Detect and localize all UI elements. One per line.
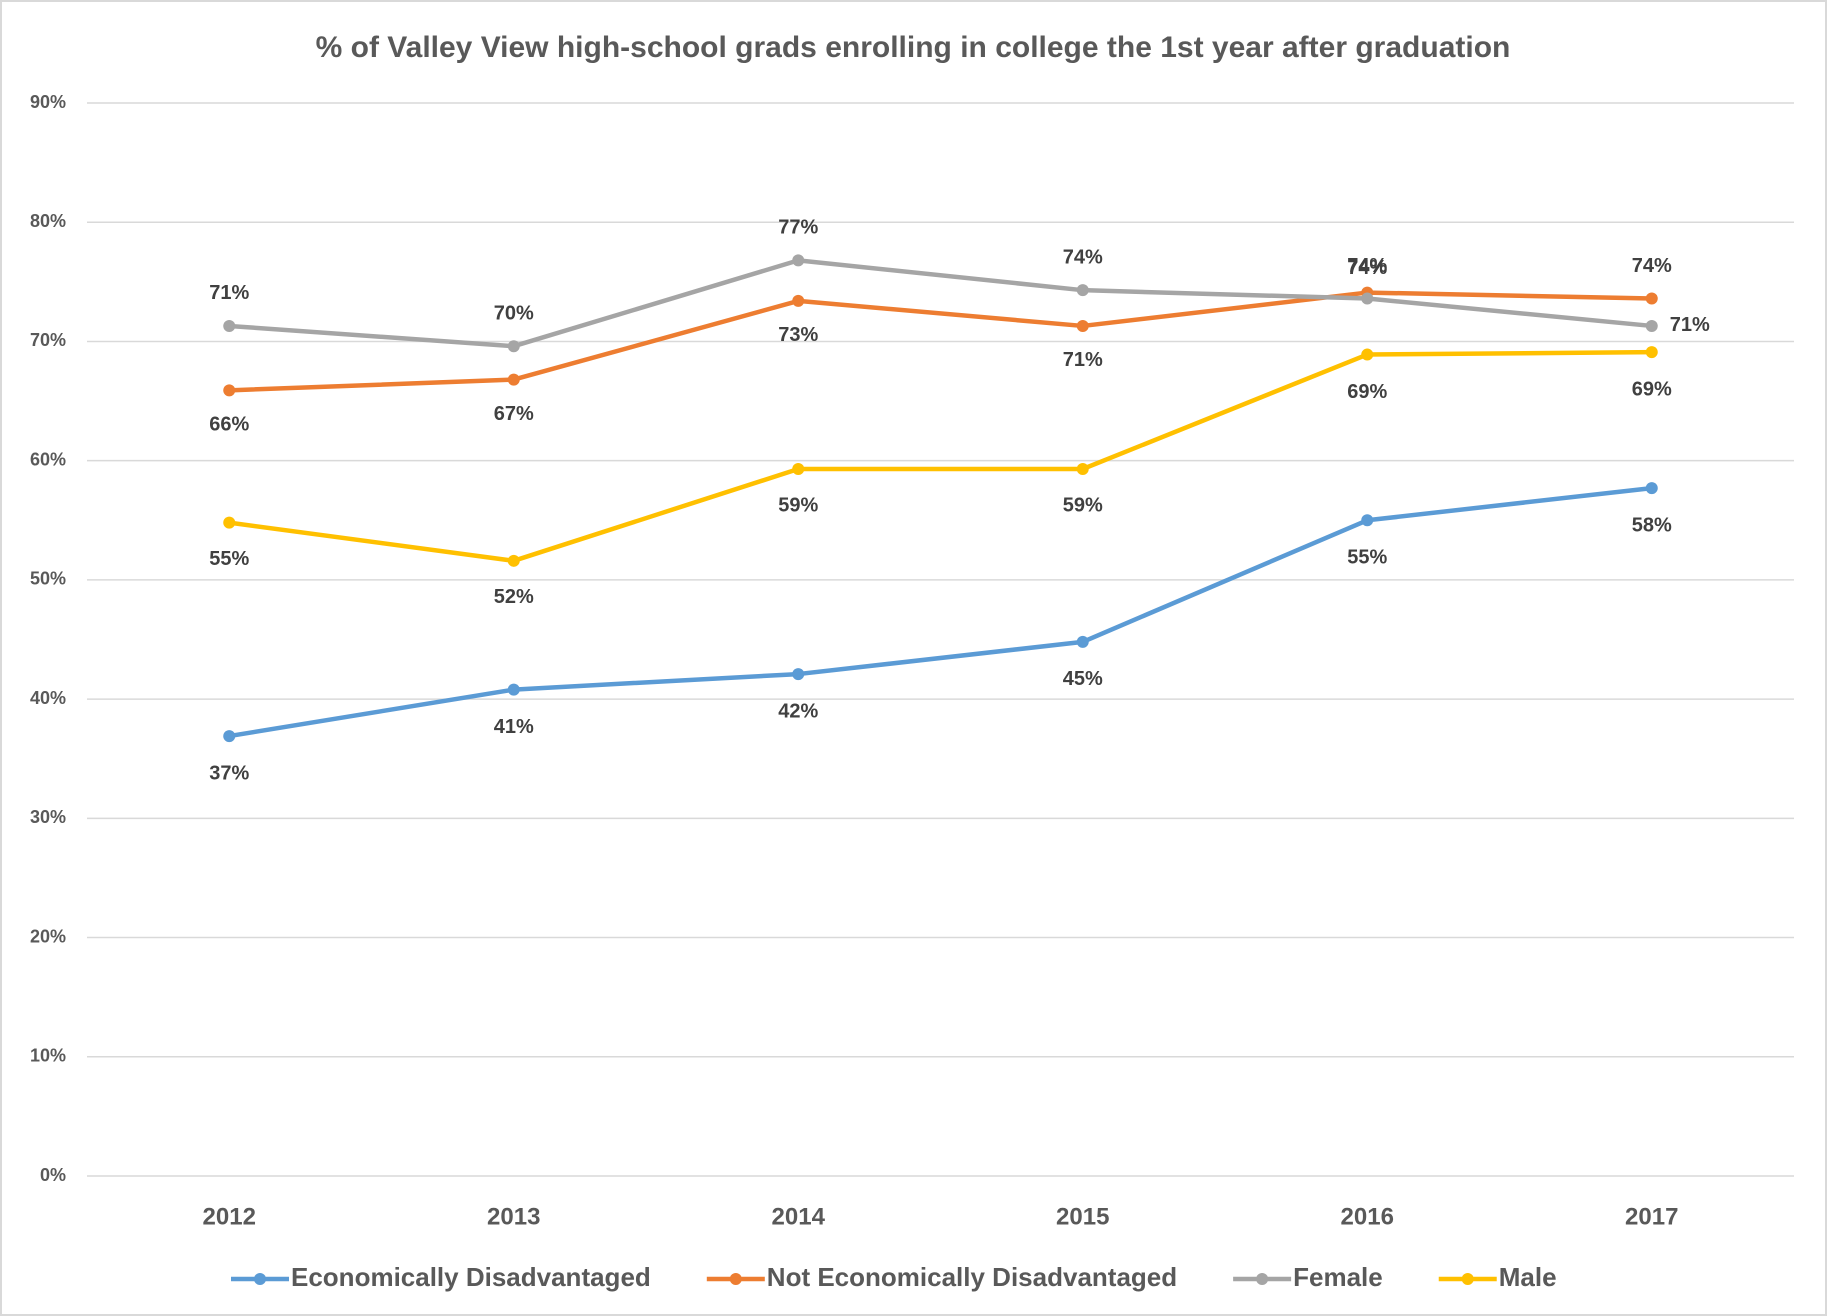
data-point (1361, 292, 1374, 305)
data-label: 59% (778, 494, 818, 516)
x-tick-label: 2012 (203, 1203, 256, 1230)
data-label: 37% (209, 762, 249, 784)
y-tick-label: 80% (30, 211, 66, 231)
data-label: 71% (1670, 314, 1710, 336)
data-label: 71% (1063, 349, 1103, 371)
data-point (507, 373, 520, 386)
data-point (1361, 348, 1374, 361)
data-label: 74% (1063, 246, 1103, 268)
y-tick-label: 30% (30, 807, 66, 827)
data-point (1076, 463, 1089, 476)
data-point (1361, 514, 1374, 527)
data-label: 77% (778, 217, 818, 239)
data-label: 74% (1347, 257, 1387, 279)
data-label: 58% (1632, 514, 1672, 536)
data-label: 73% (778, 324, 818, 346)
data-point (507, 554, 520, 567)
y-tick-label: 50% (30, 569, 66, 589)
legend-marker (1256, 1273, 1269, 1285)
series-line (229, 258, 1652, 349)
data-point (223, 516, 236, 529)
legend-marker (729, 1273, 742, 1285)
data-point (223, 384, 236, 397)
x-tick-label: 2015 (1056, 1203, 1109, 1230)
data-point (1645, 319, 1658, 332)
data-label: 71% (209, 282, 249, 304)
data-label: 42% (778, 700, 818, 722)
data-label: 69% (1632, 378, 1672, 400)
data-point (1645, 482, 1658, 495)
series-line (228, 349, 1652, 564)
legend-marker (254, 1273, 266, 1285)
data-point (507, 340, 520, 353)
legend-marker (1461, 1273, 1474, 1285)
y-tick-label: 60% (30, 449, 66, 469)
data-point (1076, 635, 1089, 648)
y-tick-label: 40% (30, 688, 66, 708)
data-label: 45% (1063, 668, 1103, 690)
legend-label: Male (1499, 1262, 1557, 1292)
series-line (229, 290, 1652, 393)
data-point (792, 463, 805, 476)
data-point (792, 294, 805, 307)
data-label: 70% (494, 302, 534, 324)
x-tick-label: 2017 (1625, 1203, 1678, 1230)
x-tick-label: 2013 (487, 1203, 540, 1230)
data-point (1076, 319, 1089, 332)
data-label: 52% (494, 586, 534, 608)
data-label: 67% (494, 403, 534, 425)
data-point (1645, 346, 1658, 359)
y-tick-label: 10% (30, 1046, 66, 1066)
data-point (507, 683, 520, 696)
legend-label: Female (1293, 1262, 1383, 1292)
series-line (228, 485, 1653, 739)
y-tick-label: 20% (30, 926, 66, 946)
data-label: 55% (209, 548, 249, 570)
x-tick-label: 2014 (772, 1203, 826, 1230)
data-point (792, 254, 805, 267)
legend-label: Economically Disadvantaged (291, 1262, 651, 1292)
data-label: 74% (1347, 255, 1387, 277)
data-point (223, 730, 236, 743)
data-point (1645, 292, 1658, 305)
data-label: 69% (1347, 381, 1387, 403)
data-label: 59% (1063, 494, 1103, 516)
y-tick-label: 0% (40, 1165, 66, 1185)
data-point (1076, 284, 1089, 297)
data-point (223, 319, 236, 332)
data-point (792, 668, 805, 681)
chart-title: % of Valley View high-school grads enrol… (316, 31, 1511, 64)
y-tick-label: 90% (30, 92, 66, 112)
y-tick-label: 70% (30, 330, 66, 350)
x-tick-label: 2016 (1341, 1203, 1394, 1230)
legend-label: Not Economically Disadvantaged (767, 1262, 1177, 1292)
data-label: 74% (1632, 255, 1672, 277)
data-label: 66% (209, 414, 249, 436)
data-label: 55% (1347, 547, 1387, 569)
data-label: 41% (494, 716, 534, 738)
